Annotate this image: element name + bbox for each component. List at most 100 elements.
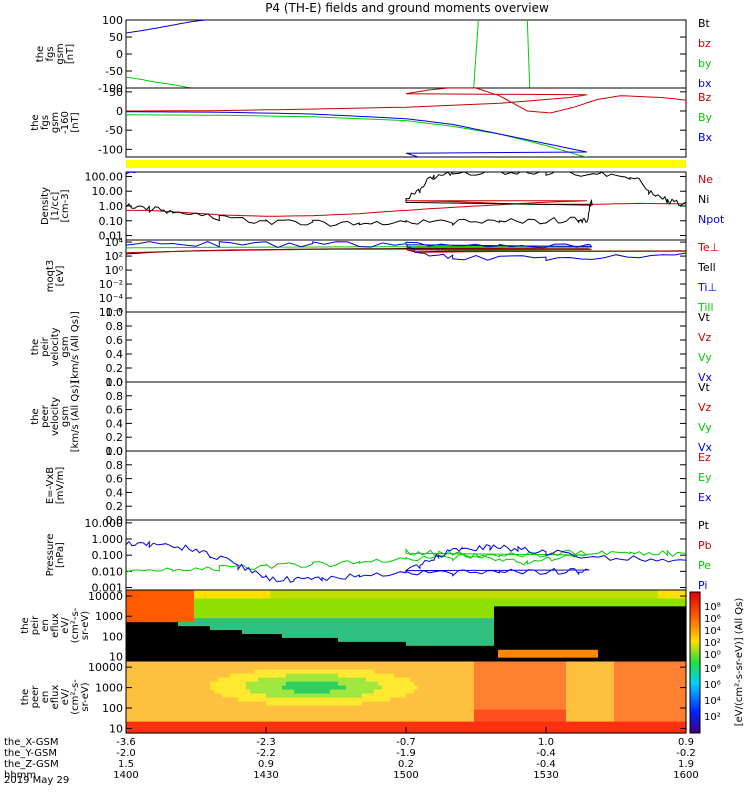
- heatmap-cell: [154, 598, 159, 603]
- heatmap-cell: [498, 705, 503, 710]
- heatmap-cell: [606, 606, 611, 611]
- heatmap-cell: [278, 661, 283, 666]
- heatmap-cell: [434, 721, 439, 726]
- heatmap-cell: [138, 590, 143, 595]
- heatmap-cell: [574, 677, 579, 682]
- heatmap-cell: [210, 725, 215, 730]
- heatmap-cell: [430, 721, 435, 726]
- heatmap-cell: [314, 673, 319, 678]
- heatmap-cell: [650, 637, 655, 642]
- heatmap-cell: [214, 606, 219, 611]
- heatmap-cell: [370, 629, 375, 634]
- heatmap-cell: [306, 673, 311, 678]
- heatmap-cell: [170, 713, 175, 718]
- heatmap-cell: [486, 626, 491, 631]
- heatmap-cell: [558, 602, 563, 607]
- heatmap-cell: [530, 641, 535, 646]
- heatmap-cell: [502, 661, 507, 666]
- heatmap-cell: [402, 626, 407, 631]
- heatmap-cell: [590, 649, 595, 654]
- heatmap-cell: [454, 713, 459, 718]
- heatmap-cell: [146, 649, 151, 654]
- heatmap-cell: [218, 717, 223, 722]
- heatmap-cell: [526, 693, 531, 698]
- heatmap-cell: [214, 709, 219, 714]
- heatmap-cell: [478, 669, 483, 674]
- heatmap-cell: [402, 709, 407, 714]
- heatmap-cell: [666, 606, 671, 611]
- heatmap-cell: [530, 681, 535, 686]
- heatmap-cell: [466, 641, 471, 646]
- heatmap-cell: [386, 693, 391, 698]
- heatmap-cell: [582, 622, 587, 627]
- heatmap-cell: [506, 614, 511, 619]
- heatmap-cell: [430, 677, 435, 682]
- heatmap-cell: [530, 713, 535, 718]
- heatmap-cell: [346, 693, 351, 698]
- heatmap-cell: [606, 713, 611, 718]
- heatmap-cell: [562, 673, 567, 678]
- heatmap-cell: [618, 618, 623, 623]
- chart-title: P4 (TH-E) fields and ground moments over…: [265, 1, 549, 15]
- heatmap-cell: [402, 590, 407, 595]
- heatmap-cell: [462, 709, 467, 714]
- heatmap-cell: [154, 610, 159, 615]
- heatmap-cell: [446, 689, 451, 694]
- heatmap-cell: [234, 685, 239, 690]
- heatmap-cell: [570, 606, 575, 611]
- heatmap-cell: [350, 610, 355, 615]
- heatmap-cell: [370, 677, 375, 682]
- heatmap-cell: [498, 709, 503, 714]
- heatmap-cell: [426, 677, 431, 682]
- heatmap-cell: [158, 677, 163, 682]
- heatmap-cell: [262, 669, 267, 674]
- heatmap-cell: [314, 721, 319, 726]
- heatmap-cell: [546, 693, 551, 698]
- heatmap-cell: [638, 629, 643, 634]
- heatmap-cell: [650, 598, 655, 603]
- heatmap-cell: [258, 629, 263, 634]
- heatmap-cell: [470, 693, 475, 698]
- heatmap-cell: [438, 689, 443, 694]
- legend-item: Te⊥: [697, 241, 719, 254]
- heatmap-cell: [666, 598, 671, 603]
- heatmap-cell: [666, 637, 671, 642]
- heatmap-cell: [478, 590, 483, 595]
- heatmap-cell: [226, 673, 231, 678]
- heatmap-cell: [446, 618, 451, 623]
- heatmap-cell: [554, 629, 559, 634]
- heatmap-cell: [398, 633, 403, 638]
- heatmap-cell: [526, 622, 531, 627]
- heatmap-cell: [142, 681, 147, 686]
- heatmap-cell: [330, 610, 335, 615]
- heatmap-cell: [606, 725, 611, 730]
- heatmap-cell: [418, 610, 423, 615]
- heatmap-cell: [482, 685, 487, 690]
- heatmap-cell: [678, 598, 683, 603]
- heatmap-cell: [178, 685, 183, 690]
- heatmap-cell: [146, 685, 151, 690]
- heatmap-cell: [354, 629, 359, 634]
- heatmap-cell: [298, 697, 303, 702]
- heatmap-cell: [430, 637, 435, 642]
- heatmap-cell: [134, 606, 139, 611]
- heatmap-cell: [614, 614, 619, 619]
- heatmap-cell: [298, 633, 303, 638]
- heatmap-cell: [526, 701, 531, 706]
- heatmap-cell: [166, 622, 171, 627]
- heatmap-cell: [434, 602, 439, 607]
- heatmap-cell: [222, 629, 227, 634]
- heatmap-cell: [626, 637, 631, 642]
- heatmap-cell: [226, 594, 231, 599]
- heatmap-cell: [390, 689, 395, 694]
- heatmap-cell: [570, 626, 575, 631]
- heatmap-cell: [550, 633, 555, 638]
- heatmap-cell: [394, 614, 399, 619]
- heatmap-cell: [174, 693, 179, 698]
- heatmap-cell: [482, 606, 487, 611]
- heatmap-cell: [566, 614, 571, 619]
- heatmap-cell: [430, 590, 435, 595]
- heatmap-cell: [134, 602, 139, 607]
- heatmap-cell: [218, 653, 223, 658]
- heatmap-cell: [462, 606, 467, 611]
